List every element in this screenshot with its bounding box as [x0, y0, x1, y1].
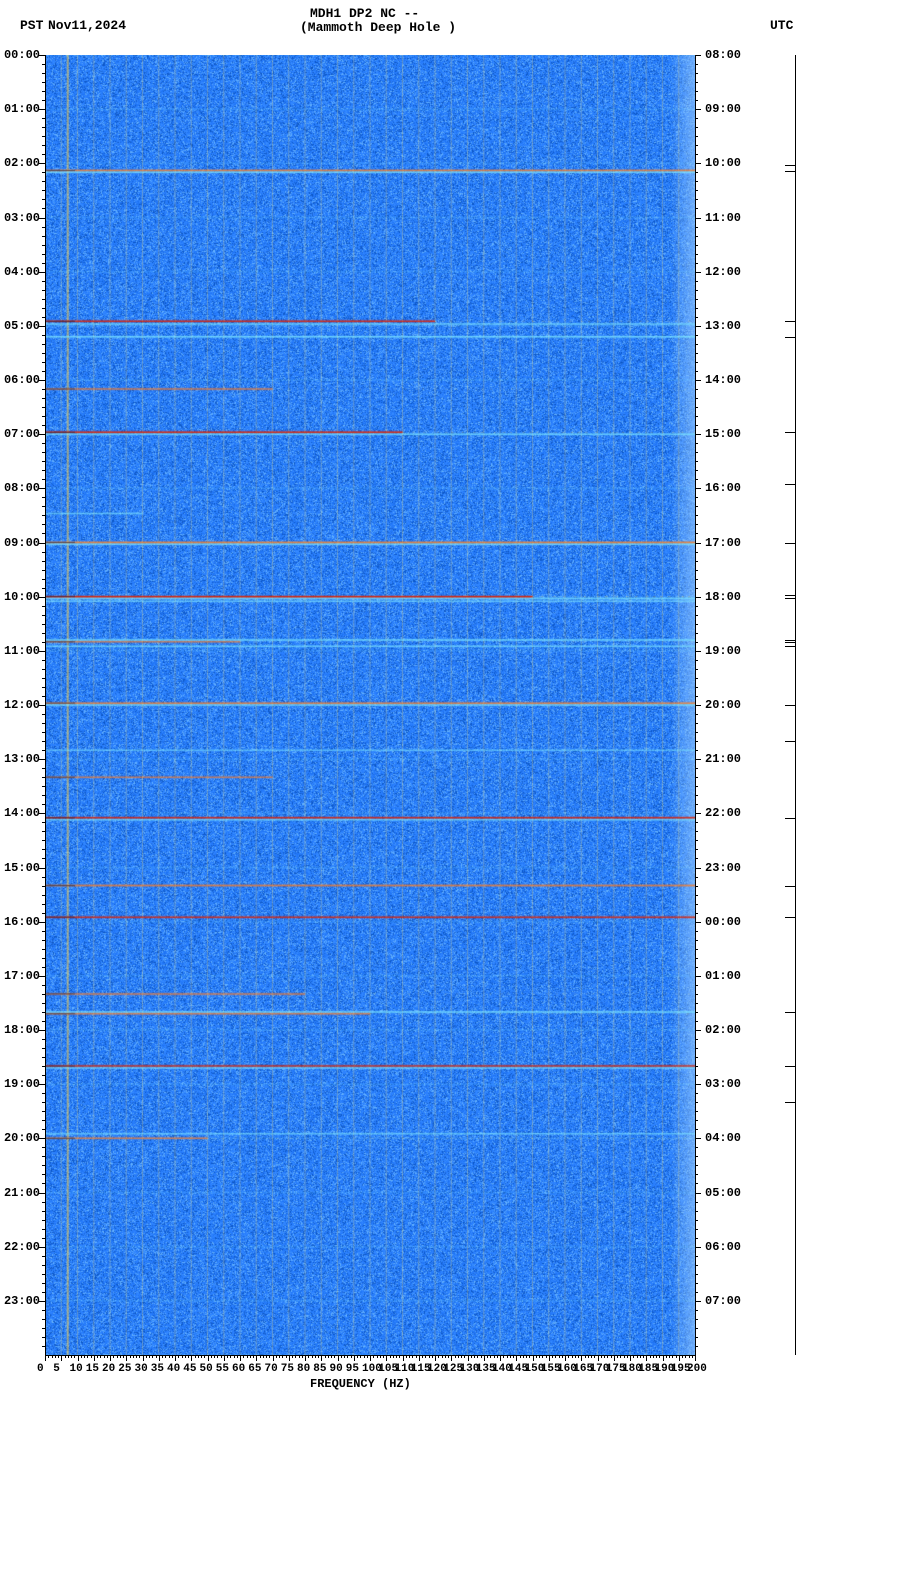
- left-tick-label: 10:00: [4, 590, 40, 604]
- left-tick-label: 02:00: [4, 156, 40, 170]
- freq-tick-label: 10: [70, 1363, 83, 1375]
- left-tick-label: 17:00: [4, 969, 40, 983]
- right-tick-label: 05:00: [705, 1186, 741, 1200]
- right-tick-label: 22:00: [705, 806, 741, 820]
- event-mark: [785, 646, 795, 647]
- left-tick-label: 13:00: [4, 752, 40, 766]
- right-tick-label: 12:00: [705, 265, 741, 279]
- title-line1: MDH1 DP2 NC --: [310, 6, 419, 21]
- event-mark: [785, 741, 795, 742]
- right-tick-label: 21:00: [705, 752, 741, 766]
- left-tick-label: 23:00: [4, 1294, 40, 1308]
- freq-tick-label: 70: [265, 1363, 278, 1375]
- left-tick-label: 05:00: [4, 319, 40, 333]
- left-tick-label: 15:00: [4, 861, 40, 875]
- left-tick-label: 19:00: [4, 1077, 40, 1091]
- left-tick-label: 09:00: [4, 536, 40, 550]
- left-tick-label: 14:00: [4, 806, 40, 820]
- freq-tick-label: 20: [102, 1363, 115, 1375]
- right-tick-label: 19:00: [705, 644, 741, 658]
- freq-tick-label: 75: [281, 1363, 294, 1375]
- tz-right-label: UTC: [770, 18, 793, 33]
- event-mark: [785, 321, 795, 322]
- freq-tick-label: 30: [135, 1363, 148, 1375]
- left-tick-label: 03:00: [4, 211, 40, 225]
- event-mark: [785, 484, 795, 485]
- left-tick-label: 01:00: [4, 102, 40, 116]
- right-tick-label: 10:00: [705, 156, 741, 170]
- freq-tick-label: 60: [232, 1363, 245, 1375]
- tz-left-label: PST: [20, 18, 43, 33]
- freq-tick-label: 15: [86, 1363, 99, 1375]
- freq-tick-label: 50: [200, 1363, 213, 1375]
- right-tick-label: 13:00: [705, 319, 741, 333]
- event-mark: [785, 337, 795, 338]
- left-tick-label: 11:00: [4, 644, 40, 658]
- freq-tick-label: 90: [330, 1363, 343, 1375]
- event-mark: [785, 171, 795, 172]
- left-tick-label: 07:00: [4, 427, 40, 441]
- freq-tick-label: 55: [216, 1363, 229, 1375]
- right-tick-label: 02:00: [705, 1023, 741, 1037]
- spectrogram-canvas: [45, 55, 695, 1355]
- freq-tick-label: 5: [53, 1363, 60, 1375]
- event-mark: [785, 705, 795, 706]
- freq-tick-label: 200: [687, 1363, 707, 1375]
- left-tick-label: 06:00: [4, 373, 40, 387]
- event-mark: [785, 886, 795, 887]
- date-label: Nov11,2024: [48, 18, 126, 33]
- freq-tick-label: 35: [151, 1363, 164, 1375]
- freq-tick-label: 80: [297, 1363, 310, 1375]
- right-tick-label: 06:00: [705, 1240, 741, 1254]
- event-mark: [785, 1102, 795, 1103]
- left-tick-label: 16:00: [4, 915, 40, 929]
- event-mark: [785, 595, 795, 596]
- freq-tick-label: 65: [248, 1363, 261, 1375]
- left-tick-label: 22:00: [4, 1240, 40, 1254]
- left-tick-label: 00:00: [4, 48, 40, 62]
- right-tick-label: 14:00: [705, 373, 741, 387]
- left-tick-label: 12:00: [4, 698, 40, 712]
- right-tick-label: 16:00: [705, 481, 741, 495]
- freq-tick-label: 85: [313, 1363, 326, 1375]
- freq-tick-label: 25: [118, 1363, 131, 1375]
- left-tick-label: 21:00: [4, 1186, 40, 1200]
- event-mark: [785, 598, 795, 599]
- right-tick-label: 08:00: [705, 48, 741, 62]
- event-mark: [785, 818, 795, 819]
- freq-tick-label: 45: [183, 1363, 196, 1375]
- right-tick-label: 18:00: [705, 590, 741, 604]
- left-tick-label: 18:00: [4, 1023, 40, 1037]
- event-mark: [785, 642, 795, 643]
- title-line2: (Mammoth Deep Hole ): [300, 20, 456, 35]
- left-tick-label: 04:00: [4, 265, 40, 279]
- right-tick-label: 01:00: [705, 969, 741, 983]
- right-tick-label: 03:00: [705, 1077, 741, 1091]
- left-tick-label: 08:00: [4, 481, 40, 495]
- right-tick-label: 17:00: [705, 536, 741, 550]
- spectrogram-plot: [45, 55, 695, 1355]
- right-tick-label: 07:00: [705, 1294, 741, 1308]
- freq-tick-label: 40: [167, 1363, 180, 1375]
- right-tick-label: 04:00: [705, 1131, 741, 1145]
- spectrogram-page: PST Nov11,2024 MDH1 DP2 NC -- (Mammoth D…: [0, 0, 902, 1584]
- event-mark: [785, 1012, 795, 1013]
- event-mark: [785, 917, 795, 918]
- right-tick-label: 15:00: [705, 427, 741, 441]
- event-mark: [785, 432, 795, 433]
- event-mark: [785, 543, 795, 544]
- freq-tick-label: 95: [346, 1363, 359, 1375]
- right-tick-label: 20:00: [705, 698, 741, 712]
- right-tick-label: 09:00: [705, 102, 741, 116]
- right-tick-label: 23:00: [705, 861, 741, 875]
- left-tick-label: 20:00: [4, 1131, 40, 1145]
- xaxis-title: FREQUENCY (HZ): [310, 1377, 411, 1391]
- event-mark: [785, 165, 795, 166]
- event-mark: [785, 1066, 795, 1067]
- right-tick-label: 00:00: [705, 915, 741, 929]
- freq-tick-label: 0: [37, 1363, 44, 1375]
- right-tick-label: 11:00: [705, 211, 741, 225]
